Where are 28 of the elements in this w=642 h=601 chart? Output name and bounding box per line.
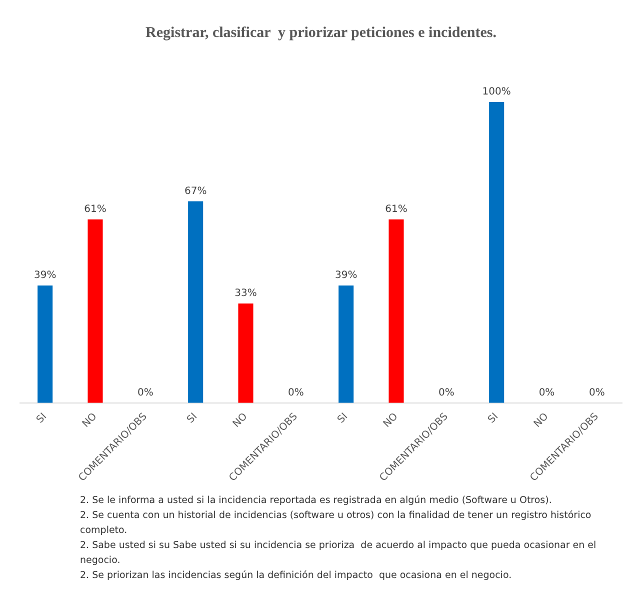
bar (38, 286, 53, 403)
x-tick-label: SI (336, 411, 350, 426)
bar (489, 102, 504, 403)
data-label: 0% (288, 387, 304, 398)
x-tick-label: SI (486, 411, 501, 426)
data-label: 39% (34, 270, 56, 282)
text: 2. Se le informa a usted si la incidencia reportada es registrada en algún medio (Software u Otros). (80, 494, 553, 508)
chart-title: Registrar, clasificar y priorizar peticiones e incidentes. (146, 24, 497, 41)
text: 2. Se priorizan las incidencias según la definición del impacto que ocasiona en el negocio. (80, 569, 513, 583)
bar (388, 219, 404, 403)
x-tick-label: SI (34, 411, 50, 426)
data-label: 39% (334, 270, 358, 282)
data-label: 33% (234, 288, 257, 300)
text: 2. Sabe usted si su Sabe usted si su incidencia se prioriza de acuerdo al impacto que pueda ocasionar en el negocio. (80, 539, 598, 568)
data-label: 67% (184, 186, 207, 197)
data-label: 61% (385, 204, 408, 215)
data-label: 0% (538, 387, 555, 398)
data-label: 100% (482, 86, 511, 98)
x-tick-label: SI (185, 411, 200, 426)
data-label: 0% (137, 387, 154, 398)
bar (88, 219, 103, 403)
bar (238, 304, 254, 403)
bar (338, 286, 354, 403)
text: 2. Se cuenta con un historial de incidencias (software u otros) con la finalidad de tener un registro histórico completo. (80, 509, 592, 538)
bar (188, 201, 204, 403)
data-label: 0% (438, 387, 454, 398)
data-label: 0% (588, 387, 605, 398)
data-label: 61% (84, 204, 106, 215)
